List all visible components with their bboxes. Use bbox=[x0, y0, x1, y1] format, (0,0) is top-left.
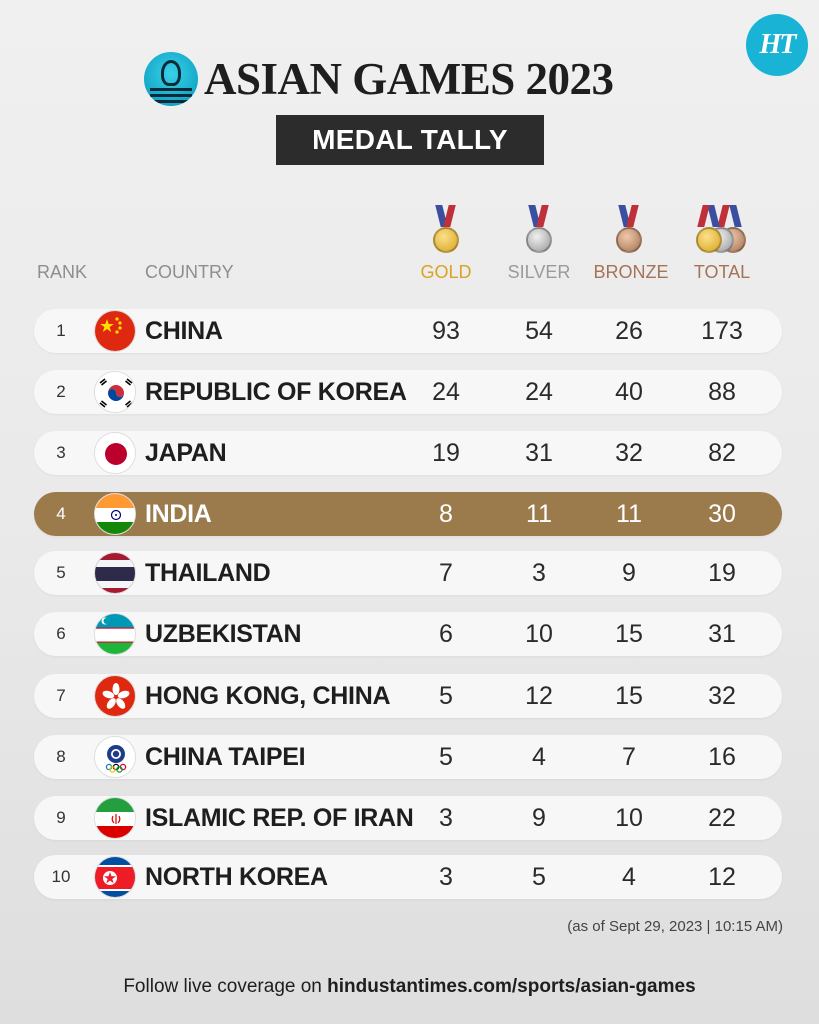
country-name: ISLAMIC REP. OF IRAN bbox=[145, 804, 414, 832]
silver-count: 4 bbox=[532, 743, 546, 771]
silver-count: 11 bbox=[526, 500, 552, 528]
gold-count: 7 bbox=[439, 559, 453, 587]
rank-cell: 6 bbox=[56, 624, 66, 643]
table-row-highlighted: 4 INDIA 8 11 11 30 bbox=[34, 492, 782, 536]
gold-count: 8 bbox=[439, 500, 453, 528]
total-medals-icon bbox=[694, 205, 750, 255]
total-count: 19 bbox=[708, 559, 736, 587]
footer: Follow live coverage on hindustantimes.c… bbox=[0, 976, 819, 998]
gold-count: 24 bbox=[432, 378, 460, 406]
asian-games-emblem-icon bbox=[144, 52, 198, 106]
silver-count: 24 bbox=[525, 378, 553, 406]
country-name: INDIA bbox=[145, 500, 212, 528]
gold-count: 3 bbox=[439, 863, 453, 891]
country-name: NORTH KOREA bbox=[145, 863, 328, 891]
country-name: CHINA TAIPEI bbox=[145, 743, 306, 771]
bronze-count: 9 bbox=[622, 559, 636, 587]
ht-logo[interactable]: HT bbox=[746, 14, 808, 76]
rank-cell: 8 bbox=[56, 747, 66, 766]
rank-cell: 10 bbox=[51, 867, 71, 886]
table-row: 1 CHINA 93 54 26 173 bbox=[34, 309, 782, 353]
table-row: 9 ISLAMIC REP. OF IRAN 3 9 10 22 bbox=[34, 796, 782, 840]
col-header-silver: SILVER bbox=[507, 262, 571, 282]
hong-kong-flag-icon bbox=[94, 675, 136, 717]
table-row: 6 UZBEKISTAN 6 10 15 31 bbox=[34, 612, 782, 656]
table-row: 7 HONG KONG, CHINA 5 12 15 32 bbox=[34, 674, 782, 718]
country-name: CHINA bbox=[145, 317, 223, 345]
footer-link[interactable]: hindustantimes.com/sports/asian-games bbox=[327, 976, 696, 997]
bronze-count: 32 bbox=[615, 439, 643, 467]
bronze-count: 10 bbox=[615, 804, 643, 832]
bronze-count: 26 bbox=[615, 317, 643, 345]
rank-cell: 9 bbox=[56, 808, 66, 827]
iran-flag-icon bbox=[94, 797, 136, 839]
total-count: 12 bbox=[708, 863, 736, 891]
silver-count: 12 bbox=[525, 682, 553, 710]
north-korea-flag-icon bbox=[94, 856, 136, 898]
country-name: REPUBLIC OF KOREA bbox=[145, 378, 407, 406]
country-name: HONG KONG, CHINA bbox=[145, 682, 391, 710]
gold-count: 5 bbox=[439, 743, 453, 771]
silver-count: 3 bbox=[532, 559, 546, 587]
table-row: 8 CHINA TAIPEI 5 4 7 16 bbox=[34, 735, 782, 779]
total-count: 16 bbox=[708, 743, 736, 771]
gold-count: 5 bbox=[439, 682, 453, 710]
col-header-total: TOTAL bbox=[693, 262, 751, 282]
rank-cell: 7 bbox=[56, 686, 66, 705]
total-count: 173 bbox=[701, 317, 743, 345]
rank-cell: 3 bbox=[56, 443, 66, 462]
silver-count: 9 bbox=[532, 804, 546, 832]
bronze-count: 7 bbox=[622, 743, 636, 771]
col-header-bronze: BRONZE bbox=[593, 262, 669, 282]
total-count: 22 bbox=[708, 804, 736, 832]
bronze-count: 4 bbox=[622, 863, 636, 891]
as-of-timestamp: (as of Sept 29, 2023 | 10:15 AM) bbox=[567, 918, 783, 935]
china-flag-icon bbox=[94, 310, 136, 352]
col-header-gold: GOLD bbox=[420, 262, 472, 282]
total-count: 31 bbox=[708, 620, 736, 648]
rank-cell: 2 bbox=[56, 382, 66, 401]
thailand-flag-icon bbox=[94, 552, 136, 594]
country-name: UZBEKISTAN bbox=[145, 620, 302, 648]
country-name: JAPAN bbox=[145, 439, 227, 467]
bronze-medal-icon bbox=[614, 205, 644, 255]
silver-count: 54 bbox=[525, 317, 553, 345]
india-flag-icon bbox=[94, 493, 136, 535]
rank-cell: 1 bbox=[56, 321, 66, 340]
total-count: 82 bbox=[708, 439, 736, 467]
rank-cell: 4 bbox=[56, 504, 66, 523]
japan-flag-icon bbox=[94, 432, 136, 474]
bronze-count: 15 bbox=[615, 620, 643, 648]
table-row: 10 NORTH KOREA 3 5 4 12 bbox=[34, 855, 782, 899]
gold-count: 93 bbox=[432, 317, 460, 345]
gold-count: 6 bbox=[439, 620, 453, 648]
gold-count: 3 bbox=[439, 804, 453, 832]
chinese-taipei-flag-icon bbox=[94, 736, 136, 778]
bronze-count: 11 bbox=[616, 500, 642, 528]
silver-medal-icon bbox=[524, 205, 554, 255]
table-row: 3 JAPAN 19 31 32 82 bbox=[34, 431, 782, 475]
table-row: 2 REPUBLIC OF KOREA 24 24 40 88 bbox=[34, 370, 782, 414]
bronze-count: 15 bbox=[615, 682, 643, 710]
footer-prefix: Follow live coverage on bbox=[123, 976, 328, 997]
uzbekistan-flag-icon bbox=[94, 613, 136, 655]
col-header-rank: RANK bbox=[36, 262, 87, 282]
rank-cell: 5 bbox=[56, 563, 66, 582]
silver-count: 31 bbox=[525, 439, 553, 467]
gold-medal-icon bbox=[431, 205, 461, 255]
total-count: 32 bbox=[708, 682, 736, 710]
country-name: THAILAND bbox=[145, 559, 271, 587]
page-subtitle: MEDAL TALLY bbox=[276, 115, 544, 165]
gold-count: 19 bbox=[432, 439, 460, 467]
table-row: 5 THAILAND 7 3 9 19 bbox=[34, 551, 782, 595]
silver-count: 10 bbox=[525, 620, 553, 648]
silver-count: 5 bbox=[532, 863, 546, 891]
page-header: ASIAN GAMES 2023 bbox=[144, 50, 614, 108]
south-korea-flag-icon bbox=[94, 371, 136, 413]
total-count: 30 bbox=[708, 500, 736, 528]
total-count: 88 bbox=[708, 378, 736, 406]
col-header-country: COUNTRY bbox=[145, 262, 234, 282]
page-title: ASIAN GAMES 2023 bbox=[204, 54, 614, 104]
bronze-count: 40 bbox=[615, 378, 643, 406]
